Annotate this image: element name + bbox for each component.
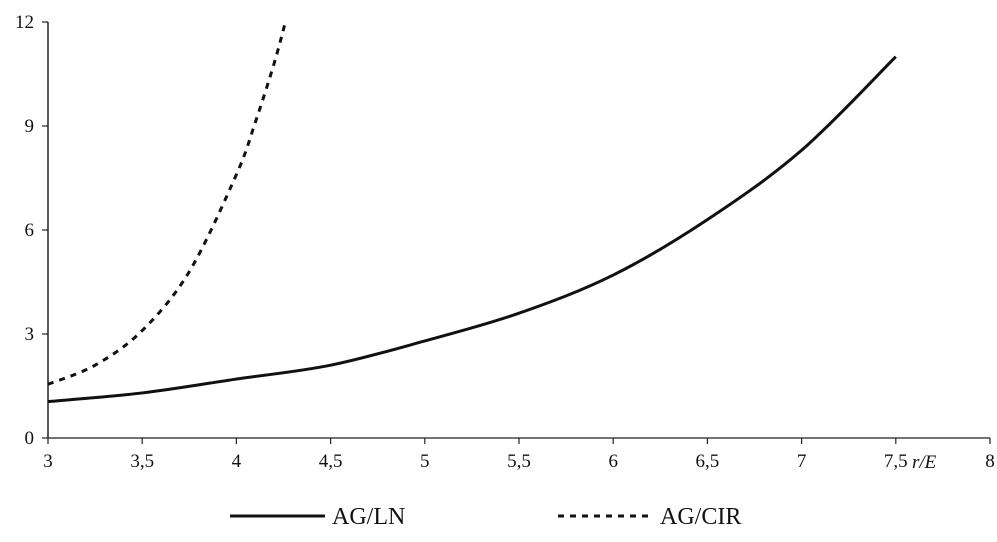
y-tick-label: 9 <box>25 116 35 137</box>
x-tick-label: 6,5 <box>696 451 720 472</box>
y-tick-label: 6 <box>25 220 35 241</box>
legend-label: AG/CIR <box>660 504 741 530</box>
x-tick-label: 4 <box>232 451 242 472</box>
x-tick-label: 7 <box>797 451 807 472</box>
y-tick-label: 3 <box>25 324 35 345</box>
x-tick-label: 5,5 <box>507 451 531 472</box>
x-tick-label: 8 <box>985 451 995 472</box>
legend-label: AG/LN <box>332 504 405 530</box>
series-line-ag-ln <box>47 55 897 404</box>
x-tick-label: 3 <box>43 451 53 472</box>
x-tick-label: 3,5 <box>130 451 154 472</box>
y-tick-label: 12 <box>15 12 34 33</box>
x-tick-label: 4,5 <box>319 451 343 472</box>
x-axis-label: r/E <box>912 452 937 473</box>
legend: AG/LN AG/CIR <box>230 504 741 530</box>
axes <box>47 22 990 439</box>
x-tick-label: 6 <box>608 451 618 472</box>
tick-marks <box>42 21 991 444</box>
y-tick-labels: 0 3 6 9 12 <box>15 12 34 449</box>
x-tick-labels: 3 3,5 4 4,5 5 5,5 6 6,5 7 7,5 8 <box>43 451 995 472</box>
x-tick-label: 7,5 <box>884 451 908 472</box>
x-tick-label: 5 <box>420 451 430 472</box>
y-tick-label: 0 <box>25 428 35 449</box>
series-line-ag-cir <box>47 21 287 386</box>
series-layer <box>47 21 897 404</box>
